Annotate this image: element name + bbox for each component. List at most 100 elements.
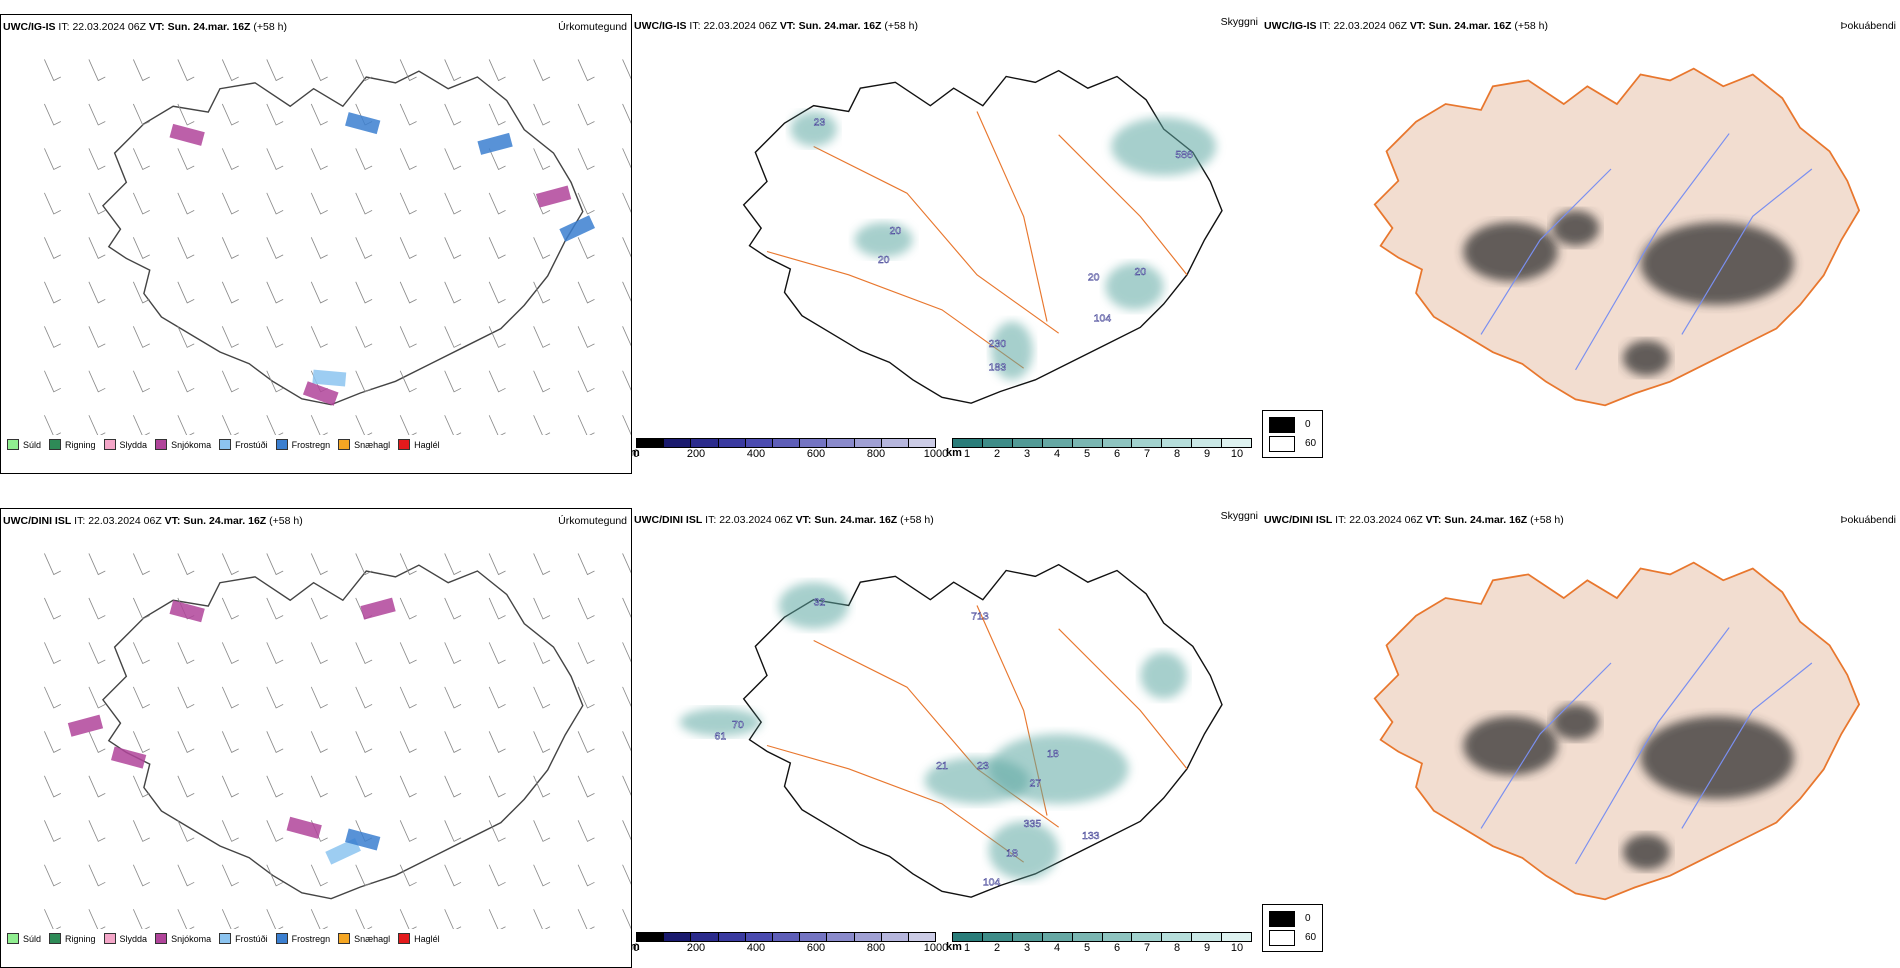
wind-barb <box>132 864 150 887</box>
wind-barb <box>533 642 551 665</box>
precip-area <box>360 597 396 620</box>
wind-barb <box>177 192 195 215</box>
colorbar-tick: 600 <box>806 942 826 954</box>
fog-index-panel: UWC/IG-IS IT: 22.03.2024 06Z VT: Sun. 24… <box>1262 14 1900 474</box>
colorbar-segment <box>745 933 773 941</box>
wind-barb <box>444 775 462 798</box>
river-line <box>1480 662 1612 829</box>
legend-swatch <box>398 439 411 450</box>
wind-barb <box>310 864 328 887</box>
wind-barb <box>622 237 631 258</box>
wind-barb <box>221 686 239 709</box>
lead-time: (+58 h) <box>1530 514 1564 526</box>
wind-barb <box>221 909 239 929</box>
wind-barb <box>88 148 106 171</box>
wind-barb <box>444 553 462 576</box>
colorbar-segment <box>1072 933 1103 941</box>
wind-barb <box>221 148 239 171</box>
visibility-value-label: 230 <box>989 338 1007 350</box>
wind-barb <box>177 820 195 842</box>
wind-barb <box>44 775 61 798</box>
colorbar-tick: 400 <box>746 448 766 460</box>
it-label: IT: <box>74 515 86 527</box>
visibility-value-label: 713 <box>971 611 989 623</box>
model-name: UWC/DINI ISL <box>3 515 72 527</box>
wind-barb <box>488 281 506 304</box>
precip-area <box>302 381 339 406</box>
road-line <box>1058 134 1188 276</box>
road-line <box>976 111 1048 322</box>
colorbar-tick: 9 <box>1203 448 1211 460</box>
vt-value: Sun. 24.mar. 16Z <box>1444 514 1528 526</box>
colorbar-segment <box>908 439 936 447</box>
visibility-value-label: 18 <box>1006 847 1018 859</box>
legend-swatch <box>398 933 411 944</box>
lead-time: (+58 h) <box>900 514 934 526</box>
fog-area <box>1551 210 1600 246</box>
it-value: 22.03.2024 06Z <box>72 21 146 33</box>
legend-swatch <box>7 439 19 450</box>
wind-barb <box>88 192 106 215</box>
colorbar-segment <box>664 933 692 941</box>
colorbar-segment <box>827 439 855 447</box>
river-line <box>1681 662 1813 829</box>
precip-area <box>559 215 596 242</box>
wind-barb <box>533 686 551 709</box>
legend-label: Slydda <box>119 439 148 450</box>
colorbar-tick: 0 <box>632 942 640 954</box>
vt-value: Sun. 24.mar. 16Z <box>814 514 898 526</box>
legend-item: Rigning <box>49 439 96 450</box>
wind-barb <box>44 281 61 304</box>
wind-barb <box>177 909 195 929</box>
lead-time: (+58 h) <box>253 21 287 33</box>
legend-label: 60 <box>1305 932 1317 943</box>
wind-barb <box>399 192 417 215</box>
legend-swatch <box>275 933 288 944</box>
panel-title: Skyggni <box>1220 16 1258 28</box>
coastline <box>102 70 584 406</box>
vt-label: VT: <box>795 514 812 526</box>
fog-index-legend: 0 60 <box>1262 904 1324 952</box>
it-label: IT: <box>58 21 70 33</box>
it-value: 22.03.2024 06Z <box>88 515 162 527</box>
it-value: 22.03.2024 06Z <box>1349 514 1423 526</box>
wind-barb <box>533 731 551 753</box>
colorbar-segment <box>1042 933 1073 941</box>
visibility-value-label: 133 <box>1082 830 1100 842</box>
legend-label: Frostúði <box>235 439 268 450</box>
wind-barb <box>310 553 328 576</box>
colorbar-segment <box>1102 933 1133 941</box>
wind-barb <box>488 597 506 620</box>
wind-barb <box>88 864 106 887</box>
fog-area <box>1463 222 1558 282</box>
colorbar-tick: 7 <box>1143 942 1151 954</box>
legend-swatch <box>155 933 168 944</box>
wind-barb <box>310 237 328 259</box>
iceland-map: 23 586 20 20 20 20 230 183 104 <box>742 69 1223 404</box>
wind-barb <box>266 820 284 842</box>
wind-barb <box>622 686 631 707</box>
fog-index-legend: 0 60 <box>1262 410 1324 458</box>
colorbar-tick: 1 <box>963 942 971 954</box>
legend-swatch <box>7 933 19 944</box>
legend-item: Snæhagl <box>338 933 390 944</box>
wind-barb <box>132 553 150 576</box>
colorbar-tick: 10 <box>1230 448 1244 460</box>
colorbar-segment <box>908 933 936 941</box>
colorbar-segment <box>1042 439 1073 447</box>
wind-barb <box>622 281 631 302</box>
legend-swatch <box>275 439 288 450</box>
wind-barb <box>132 103 150 126</box>
colorbar-segment <box>1012 933 1043 941</box>
wind-barb <box>221 370 239 393</box>
wind-barb <box>132 686 150 709</box>
colorbar-segment <box>881 439 909 447</box>
legend-label: Rigning <box>65 439 96 450</box>
wind-barb <box>444 909 462 929</box>
visibility-panel: UWC/DINI ISL IT: 22.03.2024 06Z VT: Sun.… <box>632 508 1262 968</box>
wind-barb <box>266 59 284 82</box>
wind-barb <box>266 731 284 753</box>
visibility-area <box>991 321 1033 380</box>
wind-barb <box>177 370 195 393</box>
wind-barb <box>132 281 150 304</box>
